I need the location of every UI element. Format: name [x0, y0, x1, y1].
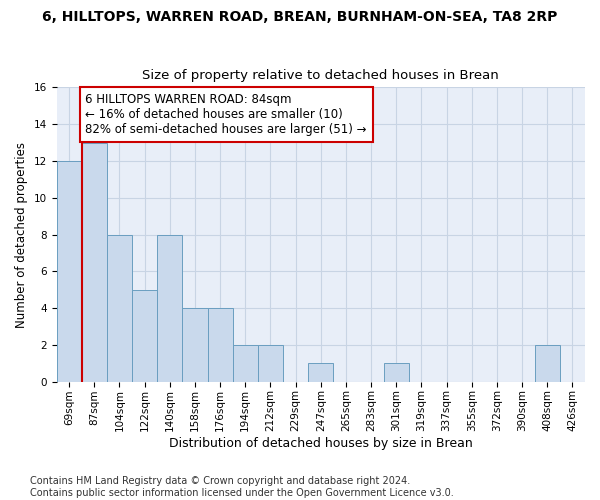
Bar: [132, 290, 157, 382]
Bar: [56, 161, 82, 382]
Bar: [383, 364, 409, 382]
Bar: [157, 234, 182, 382]
Text: Contains HM Land Registry data © Crown copyright and database right 2024.
Contai: Contains HM Land Registry data © Crown c…: [30, 476, 454, 498]
Y-axis label: Number of detached properties: Number of detached properties: [15, 142, 28, 328]
X-axis label: Distribution of detached houses by size in Brean: Distribution of detached houses by size …: [169, 437, 473, 450]
Bar: [233, 345, 258, 382]
Title: Size of property relative to detached houses in Brean: Size of property relative to detached ho…: [142, 69, 499, 82]
Bar: [107, 234, 132, 382]
Bar: [258, 345, 283, 382]
Bar: [208, 308, 233, 382]
Bar: [182, 308, 208, 382]
Text: 6 HILLTOPS WARREN ROAD: 84sqm
← 16% of detached houses are smaller (10)
82% of s: 6 HILLTOPS WARREN ROAD: 84sqm ← 16% of d…: [85, 93, 367, 136]
Text: 6, HILLTOPS, WARREN ROAD, BREAN, BURNHAM-ON-SEA, TA8 2RP: 6, HILLTOPS, WARREN ROAD, BREAN, BURNHAM…: [43, 10, 557, 24]
Bar: [308, 364, 334, 382]
Bar: [535, 345, 560, 382]
Bar: [82, 142, 107, 382]
